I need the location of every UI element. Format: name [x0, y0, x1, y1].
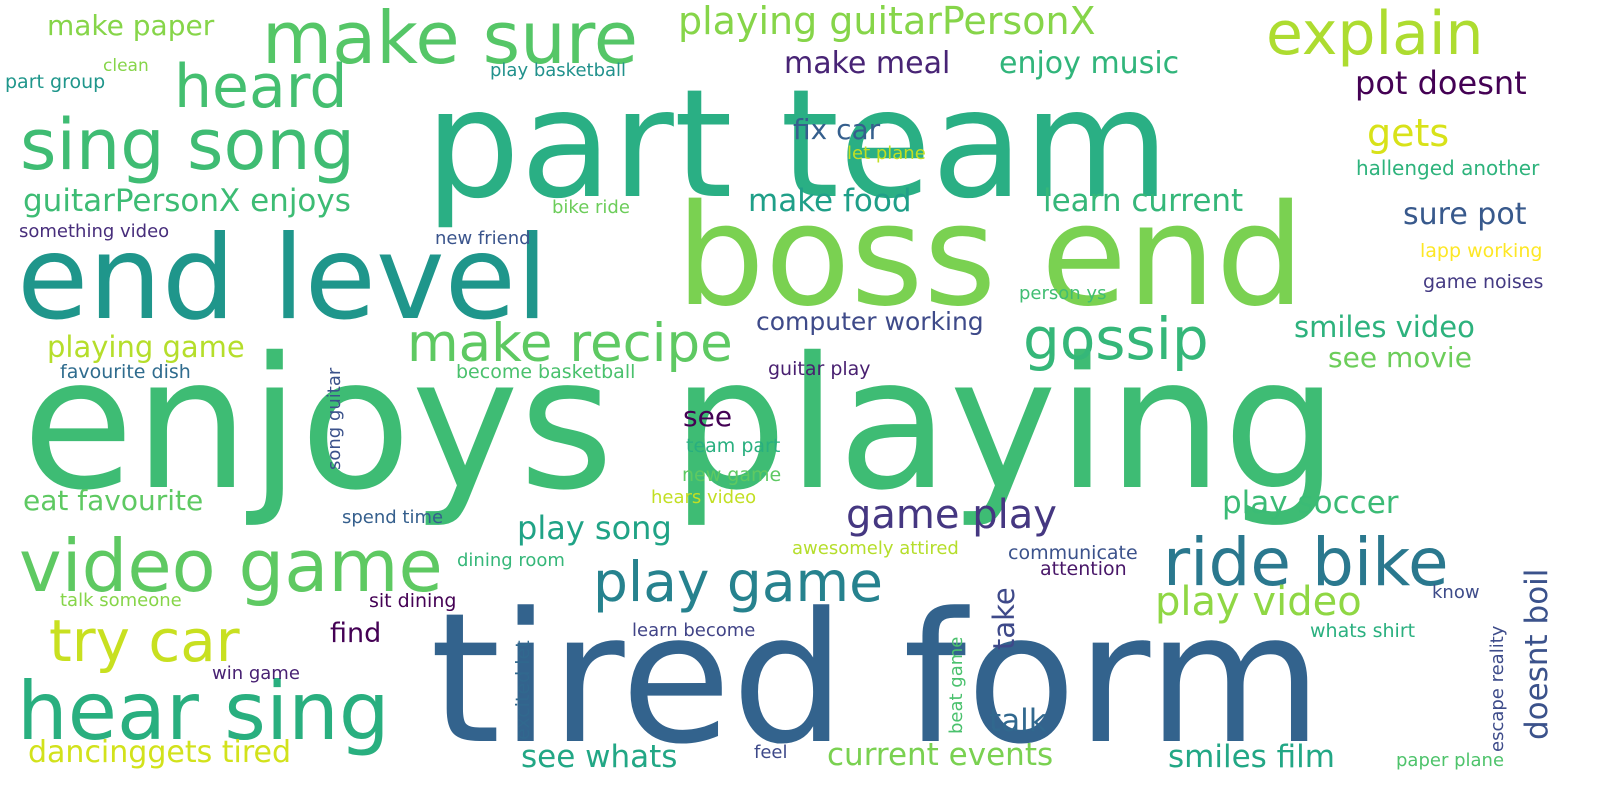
word-pot-doesnt: pot doesnt [1355, 64, 1527, 102]
word-explain: explain [1266, 0, 1484, 69]
word-playing-guitarpersonx: playing guitarPersonX [678, 0, 1096, 43]
word-make-sure: make sure [262, 0, 639, 80]
word-new-friend: new friend [435, 228, 531, 249]
word-gossip: gossip [1023, 305, 1209, 373]
word-escape-reality: escape reality [1487, 625, 1508, 752]
word-new-game: new game [682, 464, 782, 486]
word-win-game: win game [212, 663, 300, 684]
word-favourite-dish: favourite dish [60, 361, 191, 383]
word-enjoys-playing: enjoys playing [22, 318, 1339, 530]
word-ride-bike: ride bike [1163, 524, 1449, 601]
word-guitar-play: guitar play [768, 358, 871, 380]
word-excited-let: excited let [512, 640, 534, 740]
word-talk-someone: talk someone [60, 590, 182, 611]
word-dancinggets-tired: dancinggets tired [28, 735, 292, 770]
word-spend-time: spend time [342, 507, 444, 528]
word-playing-game: playing game [47, 330, 245, 364]
word-see: see [683, 400, 733, 433]
word-learn-current: learn current [1043, 183, 1244, 219]
word-smiles-film: smiles film [1168, 739, 1335, 775]
word-take: take [987, 587, 1021, 650]
word-sit-dining: sit dining [369, 590, 457, 612]
word-become-basketball: become basketball [456, 361, 636, 383]
word-play-video: play video [1155, 579, 1362, 625]
word-learn-become: learn become [632, 620, 756, 641]
word-video-game: video game [19, 524, 443, 608]
word-boss-end: boss end [676, 175, 1305, 338]
word-gets: gets [1367, 111, 1450, 155]
word-feel: feel [754, 742, 788, 763]
word-talk: talk [989, 703, 1047, 739]
word-team-part: team part [686, 435, 781, 457]
word-person-ys: person ys [1019, 283, 1107, 304]
word-hear-sing: hear sing [17, 665, 390, 758]
word-see-whats: see whats [521, 739, 678, 775]
word-play-song: play song [517, 509, 672, 547]
word-communicate: communicate [1008, 542, 1138, 564]
word-sure-pot: sure pot [1403, 197, 1527, 232]
word-sing-song: sing song [20, 104, 356, 186]
word-current-events: current events [827, 737, 1054, 773]
word-computer-working: computer working [756, 307, 984, 336]
word-song-guitar: song guitar [324, 367, 345, 470]
word-whats-shirt: whats shirt [1310, 620, 1416, 642]
word-doesnt-boil: doesnt boil [1519, 568, 1555, 740]
word-dining-room: dining room [457, 550, 565, 571]
word-make-recipe: make recipe [407, 313, 733, 374]
word-enjoy-music: enjoy music [999, 46, 1180, 81]
word-heard: heard [174, 52, 348, 122]
word-tired-form: tired form [430, 575, 1323, 784]
word-end-level: end level [17, 211, 549, 346]
word-see-movie: see movie [1328, 341, 1472, 374]
word-lapp-working: lapp working [1420, 240, 1543, 262]
word-hallenged-another: hallenged another [1356, 156, 1540, 180]
word-eat-favourite: eat favourite [23, 484, 204, 517]
word-fix-car: fix car [793, 113, 881, 146]
word-play-basketball: play basketball [490, 60, 627, 81]
word-make-meal: make meal [784, 46, 951, 81]
word-smiles-video: smiles video [1294, 310, 1475, 344]
word-make-food: make food [748, 183, 912, 219]
word-hears-video: hears video [651, 487, 757, 508]
word-part-group: part group [5, 71, 106, 93]
word-part-team: part team [425, 58, 1170, 232]
word-paper-plane: paper plane [1396, 750, 1505, 771]
word-find: find [330, 618, 382, 649]
word-something-video: something video [19, 221, 170, 242]
word-beat-game: beat game [946, 636, 967, 734]
word-try-car: try car [49, 607, 240, 675]
word-game-play: game play [846, 492, 1057, 538]
word-awesomely-attired: awesomely attired [792, 538, 959, 559]
word-bike-ride: bike ride [552, 197, 630, 218]
word-make-paper: make paper [47, 9, 215, 42]
word-play-game: play game [593, 550, 883, 614]
word-attention: attention [1040, 558, 1127, 580]
word-let-plane: let plane [847, 143, 926, 164]
word-play-soccer: play soccer [1222, 485, 1399, 521]
word-know: know [1432, 582, 1480, 603]
word-clean: clean [103, 56, 149, 76]
word-game-noises: game noises [1423, 271, 1544, 293]
word-guitarpersonx-enjoys: guitarPersonX enjoys [23, 183, 351, 219]
